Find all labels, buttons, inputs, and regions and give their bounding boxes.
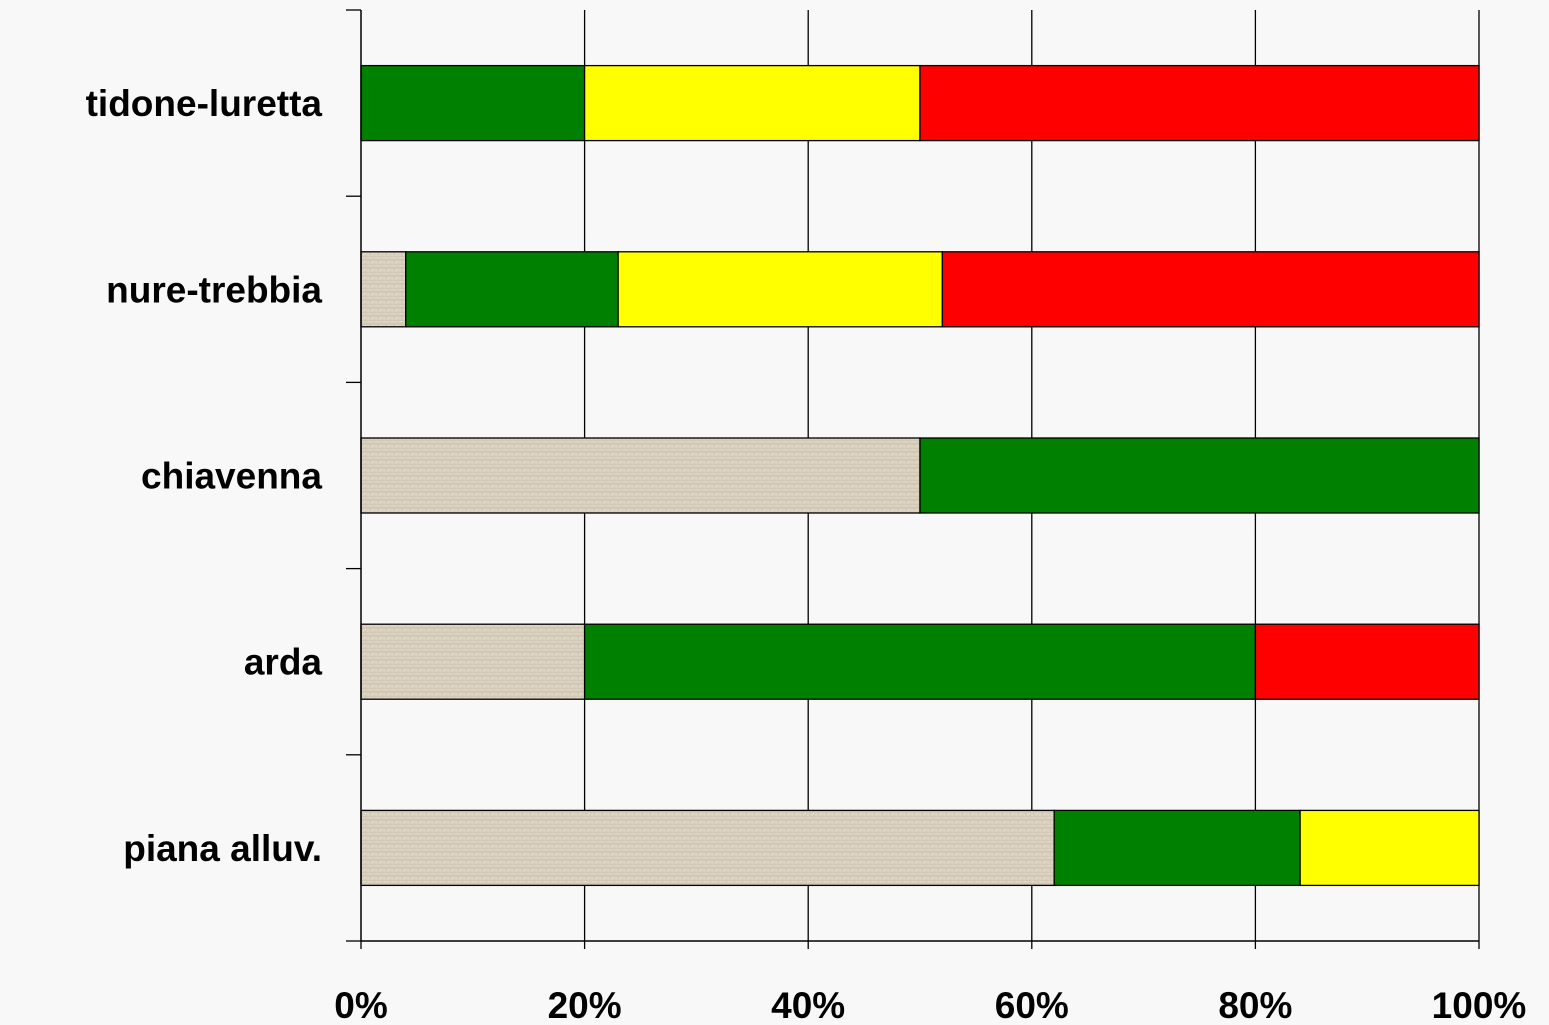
labels: 0% 20% 40% 60% 80% 100% tidone-luretta nure-tre… (86, 83, 1527, 1025)
x-tick-label: 80% (1218, 985, 1292, 1025)
category-label: chiavenna (141, 456, 322, 497)
bars (360, 64, 1480, 887)
bar-segment (617, 251, 944, 328)
bar-segment (583, 64, 921, 142)
bar-segment (405, 251, 619, 328)
axes (346, 9, 1480, 949)
bar-segment (919, 437, 1480, 514)
bar-segment (360, 623, 586, 700)
bar-segment (360, 251, 407, 328)
bar-segment (1299, 809, 1480, 887)
bar-segment (919, 64, 1480, 142)
bar-segment (360, 437, 921, 514)
bar-segment (360, 64, 586, 142)
category-label: tidone-luretta (86, 83, 323, 124)
bar-segment (583, 623, 1257, 700)
category-label: nure-trebbia (106, 269, 322, 310)
bar-segment (941, 251, 1480, 328)
x-tick-label: 100% (1432, 985, 1527, 1025)
x-tick-label: 60% (995, 985, 1069, 1025)
category-label: arda (244, 642, 323, 683)
bar-segment (1254, 623, 1480, 700)
x-tick-label: 20% (548, 985, 622, 1025)
x-tick-label: 40% (771, 985, 845, 1025)
category-label: piana alluv. (123, 828, 322, 869)
bar-segment (360, 809, 1055, 887)
bar-segment (1053, 809, 1301, 887)
x-tick-label: 0% (334, 985, 387, 1025)
